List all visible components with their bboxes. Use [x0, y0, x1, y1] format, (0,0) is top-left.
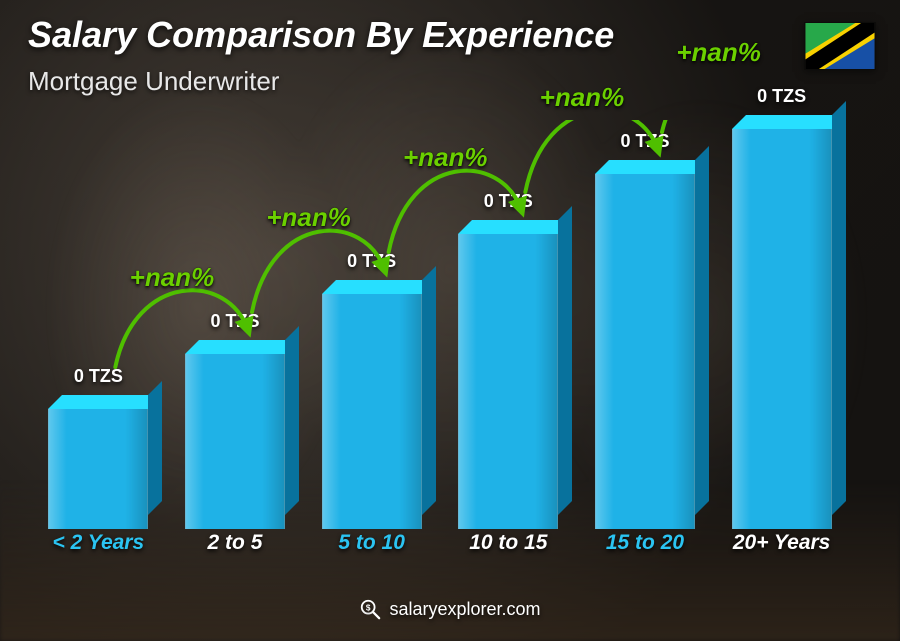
bar-value-label: 0 TZS	[438, 191, 578, 212]
svg-text:$: $	[366, 603, 371, 612]
bar: 0 TZS	[585, 120, 705, 529]
bar: 0 TZS	[38, 120, 158, 529]
bar-value-label: 0 TZS	[575, 131, 715, 152]
bar-value-label: 0 TZS	[712, 86, 852, 107]
bar: 0 TZS	[312, 120, 432, 529]
bar-value-label: 0 TZS	[302, 251, 442, 272]
bar: 0 TZS	[448, 120, 568, 529]
x-axis-label: < 2 Years	[38, 531, 158, 555]
x-axis-labels: < 2 Years 2 to 5 5 to 10 10 to 15 15 to 20 20…	[30, 531, 850, 555]
growth-delta-label: +nan%	[676, 37, 761, 68]
chart-subtitle: Mortgage Underwriter	[28, 66, 279, 97]
bar-value-label: 0 TZS	[165, 311, 305, 332]
magnifier-dollar-icon: $	[359, 598, 381, 620]
flag-tanzania-icon	[804, 22, 876, 70]
bar-chart: 0 TZS0 TZS0 TZS0 TZS0 TZS0 TZS < 2 Years…	[30, 120, 850, 551]
x-axis-label: 10 to 15	[448, 531, 568, 555]
footer-text: salaryexplorer.com	[389, 599, 540, 620]
bar: 0 TZS	[175, 120, 295, 529]
growth-delta-label: +nan%	[540, 82, 625, 113]
chart-stage: Salary Comparison By Experience Mortgage…	[0, 0, 900, 641]
x-axis-label: 5 to 10	[312, 531, 432, 555]
growth-delta-label: +nan%	[130, 262, 215, 293]
footer: $ salaryexplorer.com	[0, 598, 900, 625]
growth-delta-label: +nan%	[266, 202, 351, 233]
x-axis-label: 20+ Years	[722, 531, 842, 555]
growth-delta-label: +nan%	[403, 142, 488, 173]
bar: 0 TZS	[722, 120, 842, 529]
bars-container: 0 TZS0 TZS0 TZS0 TZS0 TZS0 TZS	[30, 120, 850, 529]
x-axis-label: 15 to 20	[585, 531, 705, 555]
x-axis-label: 2 to 5	[175, 531, 295, 555]
chart-title: Salary Comparison By Experience	[28, 14, 614, 56]
bar-value-label: 0 TZS	[28, 366, 168, 387]
